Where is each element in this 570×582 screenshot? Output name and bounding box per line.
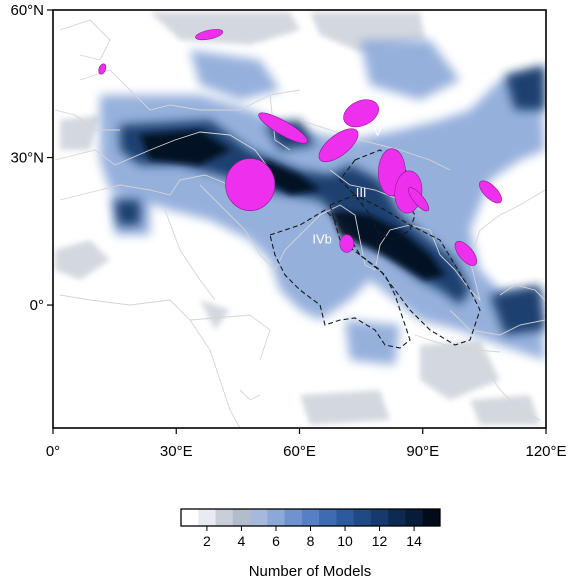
colorbar-cell: [405, 509, 424, 526]
marker-layer: [98, 29, 502, 266]
marker-ellipse-arabian: [225, 158, 276, 211]
colorbar-cell: [232, 509, 251, 526]
colorbar-cell: [370, 509, 389, 526]
colorbar-tick-label: 14: [406, 533, 422, 549]
colorbar-cell: [181, 509, 199, 526]
lat-tick-label: 60°N: [10, 2, 44, 19]
lon-tick-label: 60°E: [283, 443, 316, 460]
colorbar-ticks: 2 4 6 8 10 12 14: [203, 526, 422, 549]
colorbar-tick-label: 6: [272, 533, 280, 549]
lat-tick-label: 30°N: [10, 150, 44, 167]
marker-ellipse-bengal-east: [408, 187, 430, 212]
region-label: IVb: [312, 232, 332, 247]
colorbar-cell: [284, 509, 303, 526]
colorbar-cell: [388, 509, 406, 526]
region-ivb-outline: [269, 209, 411, 349]
lon-tick-label: 90°E: [406, 443, 439, 460]
density-max: [140, 130, 445, 280]
model-density-field: [55, 12, 545, 425]
region-label: V: [373, 123, 382, 138]
colorbar: 2 4 6 8 10 12 14 Number of Models: [180, 508, 441, 580]
colorbar-cell: [215, 509, 234, 526]
marker-ellipse-mediterranean: [98, 63, 107, 75]
marker-ellipse-himalaya-west: [343, 99, 379, 128]
marker-ellipse-europe-north: [195, 29, 224, 41]
region-label: III: [356, 185, 367, 200]
marker-ellipse-vietnam: [479, 180, 502, 204]
colorbar-tick-label: 2: [203, 533, 211, 549]
colorbar-title: Number of Models: [249, 563, 372, 580]
colorbar-tick-label: 10: [337, 533, 353, 549]
colorbar-tick-label: 8: [307, 533, 315, 549]
lat-tick-label: 0°: [30, 297, 44, 314]
region-label-layer: V III IVb: [312, 123, 382, 246]
map-panel: V III IVb: [53, 10, 546, 428]
colorbar-cell: [422, 509, 441, 526]
colorbar-cell: [250, 509, 268, 526]
colorbar-cell: [319, 509, 337, 526]
region-iii-outline: [329, 194, 481, 346]
colorbar-tick-label: 4: [238, 533, 246, 549]
marker-ellipse-india-central: [339, 234, 355, 253]
marker-ellipse-iran: [258, 112, 308, 144]
colorbar-cell: [301, 509, 320, 526]
colorbar-cells: [181, 509, 441, 526]
marker-ellipse-myanmar: [454, 240, 478, 266]
colorbar-cell: [336, 509, 355, 526]
axis-labels: 0° 30°E 60°E 90°E 120°E 60°N 30°N 0°: [10, 2, 566, 460]
lon-tick-label: 0°: [46, 443, 60, 460]
frame-ticks: [47, 9, 547, 434]
colorbar-tick-label: 12: [372, 533, 388, 549]
density-low: [55, 12, 540, 425]
lon-tick-label: 120°E: [525, 443, 566, 460]
marker-ellipse-pakistan: [318, 128, 359, 163]
colorbar-cell: [353, 509, 372, 526]
colorbar-cell: [198, 509, 216, 526]
colorbar-cell: [267, 509, 285, 526]
lon-tick-label: 30°E: [160, 443, 193, 460]
